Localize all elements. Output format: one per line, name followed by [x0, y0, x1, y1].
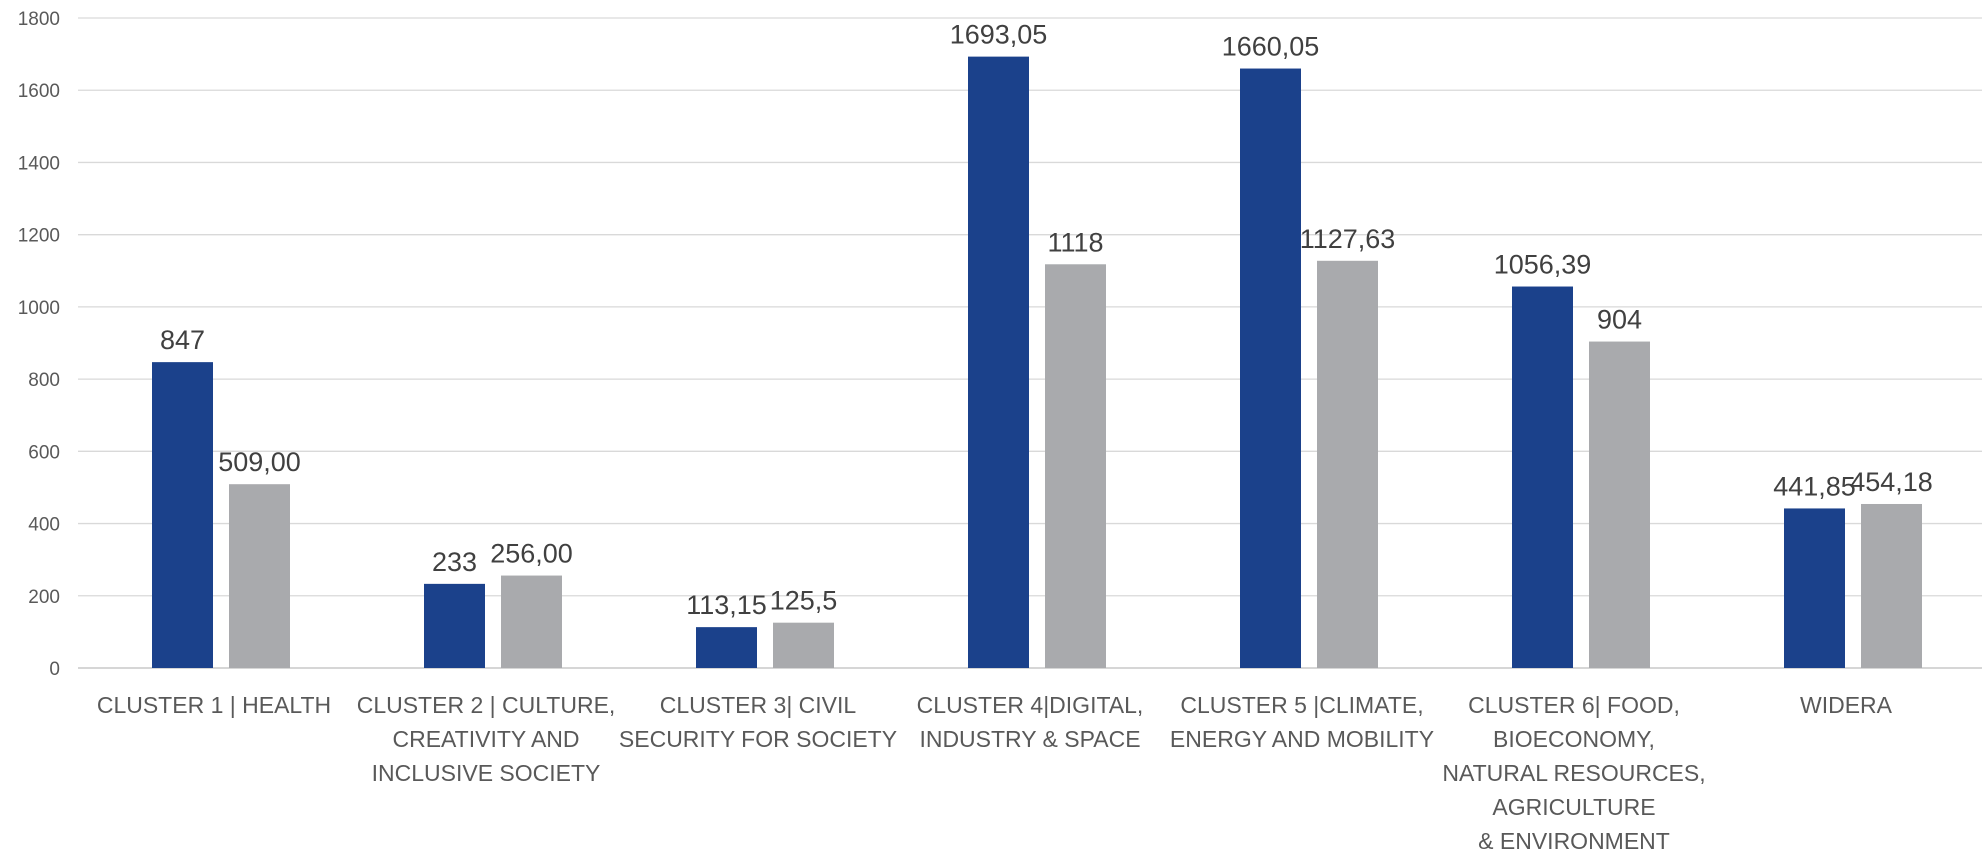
- data-label: 233: [432, 547, 477, 577]
- x-tick-label-line: CLUSTER 2 | CULTURE,: [357, 692, 616, 718]
- x-tick-label-line: CLUSTER 3| CIVIL: [660, 692, 857, 718]
- data-label: 1056,39: [1494, 250, 1592, 280]
- y-tick-label: 1000: [18, 298, 60, 319]
- x-tick-label: CLUSTER 3| CIVIL SECURITY FOR SOCIETY: [619, 692, 897, 752]
- y-tick-label: 200: [28, 587, 60, 608]
- bar-series-2-cat-1: [229, 484, 290, 668]
- bar-series-2-cat-7: [1861, 503, 1922, 668]
- bar-series-1-cat-4: [968, 56, 1029, 668]
- x-tick-label-line: INDUSTRY & SPACE: [919, 726, 1140, 752]
- x-tick-label-line: CLUSTER 5 |CLIMATE,: [1180, 692, 1423, 718]
- x-tick-label: CLUSTER 1 | HEALTH: [97, 692, 331, 718]
- x-tick-label-line: SECURITY FOR SOCIETY: [619, 726, 897, 752]
- bars: [152, 56, 1922, 669]
- bar-series-2-cat-2: [501, 575, 562, 668]
- x-tick-label-line: INCLUSIVE SOCIETY: [372, 760, 601, 786]
- bar-series-1-cat-3: [696, 627, 757, 668]
- data-label: 125,5: [770, 586, 838, 616]
- x-tick-label-line: WIDERA: [1800, 692, 1893, 718]
- y-tick-label: 1400: [18, 153, 60, 174]
- gridlines: [78, 17, 1982, 669]
- x-tick-label-line: CREATIVITY AND: [392, 726, 579, 752]
- x-tick-label: WIDERA: [1800, 692, 1893, 718]
- bar-series-1-cat-7: [1784, 508, 1845, 668]
- x-axis-tick-labels: CLUSTER 1 | HEALTH CLUSTER 2 | CULTURE, CR…: [97, 692, 1893, 854]
- data-label: 1693,05: [950, 20, 1048, 50]
- data-label: 1118: [1047, 227, 1103, 257]
- data-label: 113,15: [686, 590, 767, 620]
- data-label: 509,00: [218, 447, 301, 477]
- bar-series-1-cat-1: [152, 362, 213, 668]
- data-label: 441,85: [1773, 471, 1856, 501]
- data-label: 1127,63: [1300, 224, 1396, 254]
- y-tick-label: 400: [28, 515, 60, 536]
- data-label: 904: [1597, 305, 1642, 335]
- y-tick-label: 600: [28, 442, 60, 463]
- data-label: 454,18: [1850, 467, 1933, 497]
- x-tick-label-line: AGRICULTURE: [1492, 794, 1655, 820]
- data-labels: 847 233 113,15 1693,05 1660,05 1056,39 441,85 5…: [160, 20, 1933, 621]
- x-tick-label-line: CLUSTER 1 | HEALTH: [97, 692, 331, 718]
- y-tick-label: 0: [49, 659, 60, 680]
- x-tick-label: CLUSTER 2 | CULTURE, CREATIVITY AND INCLUS…: [357, 692, 616, 786]
- x-tick-label-line: ENERGY AND MOBILITY: [1170, 726, 1434, 752]
- x-tick-label: CLUSTER 5 |CLIMATE, ENERGY AND MOBILITY: [1170, 692, 1434, 752]
- data-label: 256,00: [490, 539, 573, 569]
- x-tick-label-line: CLUSTER 6| FOOD,: [1468, 692, 1680, 718]
- bar-series-1-cat-6: [1512, 286, 1573, 668]
- bar-series-1-cat-2: [424, 583, 485, 668]
- bar-series-2-cat-3: [773, 622, 834, 668]
- bar-series-2-cat-4: [1045, 264, 1106, 668]
- x-tick-label: CLUSTER 6| FOOD, BIOECONOMY, NATURAL RESOU…: [1442, 692, 1705, 854]
- x-tick-label-line: & ENVIRONMENT: [1478, 828, 1670, 854]
- y-tick-label: 1800: [18, 9, 60, 30]
- y-tick-label: 1200: [18, 226, 60, 247]
- bar-series-2-cat-6: [1589, 341, 1650, 668]
- x-tick-label-line: NATURAL RESOURCES,: [1442, 760, 1705, 786]
- x-tick-label: CLUSTER 4|DIGITAL, INDUSTRY & SPACE: [917, 692, 1144, 752]
- data-label: 1660,05: [1222, 32, 1320, 62]
- bar-series-1-cat-5: [1240, 68, 1301, 669]
- bar-series-2-cat-5: [1317, 260, 1378, 668]
- x-tick-label-line: CLUSTER 4|DIGITAL,: [917, 692, 1144, 718]
- y-axis-tick-labels: 0 200 400 600 800 1000 1200 1400 1600 1800: [18, 9, 60, 680]
- y-tick-label: 1600: [18, 81, 60, 102]
- x-tick-label-line: BIOECONOMY,: [1493, 726, 1655, 752]
- y-tick-label: 800: [28, 370, 60, 391]
- data-label: 847: [160, 325, 205, 355]
